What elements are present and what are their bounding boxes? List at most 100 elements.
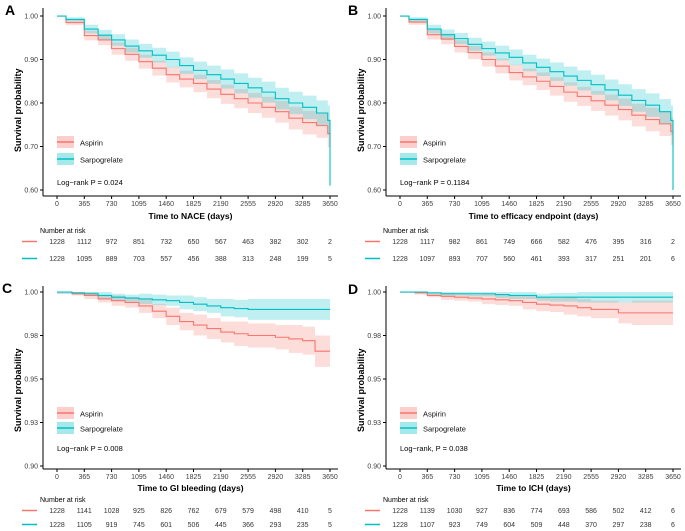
risk-count: 506	[188, 522, 200, 529]
risk-count: 476	[585, 239, 597, 246]
y-tick-label: 0.98	[24, 333, 38, 340]
sarpogrelate-confidence-band	[57, 16, 330, 196]
risk-table-title: Number at risk	[40, 497, 86, 504]
x-tick-label: 1460	[501, 474, 517, 481]
plot-area	[400, 291, 673, 326]
risk-count: 749	[503, 239, 515, 246]
risk-count: 317	[585, 256, 597, 263]
risk-count: 707	[476, 256, 488, 263]
risk-count: 1107	[420, 522, 435, 529]
risk-count: 366	[242, 522, 254, 529]
x-tick-label: 0	[55, 474, 59, 481]
risk-count: 370	[585, 522, 597, 529]
risk-count: 410	[297, 508, 309, 515]
risk-count: 502	[613, 508, 625, 515]
risk-count: 601	[160, 522, 172, 529]
risk-count: 923	[449, 522, 461, 529]
risk-count: 6	[671, 508, 675, 515]
y-tick-label: 0.90	[24, 57, 38, 64]
risk-count: 560	[503, 256, 515, 263]
risk-count: 316	[640, 239, 652, 246]
risk-count: 604	[503, 522, 515, 529]
panel-a-km-plot: 1.00 0.90 0.80 0.70 0.60 0 365 730 1095 1460 1825 2…	[22, 8, 338, 263]
risk-count: 972	[106, 239, 118, 246]
risk-count: 650	[188, 239, 200, 246]
x-tick-label: 1825	[186, 201, 202, 208]
risk-count: 5	[328, 522, 332, 529]
y-tick-label: 0.93	[367, 420, 381, 427]
risk-count: 5	[328, 256, 332, 263]
risk-count: 732	[160, 239, 172, 246]
x-tick-label: 2190	[556, 474, 572, 481]
x-tick-label: 2920	[268, 201, 284, 208]
x-axis-title: Time to ICH (days)	[496, 483, 571, 493]
y-tick-label: 0.98	[367, 333, 381, 340]
risk-count: 1228	[392, 522, 408, 529]
risk-count: 889	[106, 256, 118, 263]
y-tick-label: 0.70	[24, 144, 38, 151]
y-tick-label: 1.00	[24, 290, 38, 297]
x-tick-label: 730	[449, 474, 461, 481]
x-tick-label: 3650	[665, 201, 681, 208]
y-tick-label: 1.00	[367, 290, 381, 297]
risk-count: 745	[133, 522, 145, 529]
risk-count: 1030	[447, 508, 463, 515]
risk-count: 448	[558, 522, 570, 529]
x-tick-label: 1460	[158, 201, 174, 208]
sarpogrelate-survival-curve	[57, 15, 331, 186]
x-tick-label: 2555	[240, 474, 256, 481]
x-tick-label: 0	[398, 474, 402, 481]
risk-count: 313	[242, 256, 254, 263]
aspirin-legend-label: Aspirin	[80, 139, 103, 148]
y-tick-label: 0.60	[24, 188, 38, 195]
risk-count: 557	[160, 256, 172, 263]
risk-count: 1097	[420, 256, 436, 263]
aspirin-confidence-band	[57, 292, 330, 367]
x-tick-label: 1460	[501, 201, 517, 208]
risk-count: 1141	[77, 508, 92, 515]
aspirin-survival-curve	[57, 291, 330, 352]
y-tick-label: 0.93	[24, 420, 38, 427]
logrank-pvalue: Log−rank P = 0.024	[57, 178, 123, 187]
x-tick-label: 2920	[611, 201, 627, 208]
y-tick-label: 0.60	[367, 188, 381, 195]
x-axis-title: Time to NACE (days)	[149, 211, 233, 221]
y-tick-label: 0.90	[367, 464, 381, 471]
x-tick-label: 1095	[474, 201, 490, 208]
x-tick-label: 2920	[611, 474, 627, 481]
x-tick-label: 1825	[529, 474, 545, 481]
risk-count: 251	[613, 256, 625, 263]
x-tick-label: 0	[398, 201, 402, 208]
x-tick-label: 2555	[240, 201, 256, 208]
x-tick-label: 3285	[295, 474, 311, 481]
risk-table-title: Number at risk	[383, 228, 429, 235]
risk-count: 774	[531, 508, 543, 515]
aspirin-legend-label: Aspirin	[80, 410, 103, 419]
risk-count: 679	[215, 508, 227, 515]
risk-count: 297	[613, 522, 625, 529]
risk-count: 582	[558, 239, 570, 246]
y-tick-label: 1.00	[24, 14, 38, 21]
risk-count: 393	[558, 256, 570, 263]
x-tick-label: 1095	[474, 474, 490, 481]
risk-count: 2	[671, 239, 675, 246]
risk-count: 1117	[420, 239, 435, 246]
risk-table-title: Number at risk	[383, 497, 429, 504]
risk-count: 1228	[49, 522, 65, 529]
sarpogrelate-survival-curve	[400, 291, 673, 298]
risk-count: 1112	[77, 239, 92, 246]
y-tick-label: 0.80	[367, 101, 381, 108]
risk-count: 412	[640, 508, 652, 515]
risk-count: 1228	[49, 256, 65, 263]
risk-count: 1228	[392, 508, 408, 515]
risk-count: 6	[671, 522, 675, 529]
sarpogrelate-legend-label: Sarpogrelate	[80, 425, 123, 434]
x-tick-label: 2555	[583, 201, 599, 208]
risk-count: 395	[613, 239, 625, 246]
y-tick-label: 0.95	[367, 377, 381, 384]
risk-count: 293	[270, 522, 282, 529]
risk-count: 586	[585, 508, 597, 515]
risk-count: 382	[270, 239, 282, 246]
risk-count: 693	[558, 508, 570, 515]
